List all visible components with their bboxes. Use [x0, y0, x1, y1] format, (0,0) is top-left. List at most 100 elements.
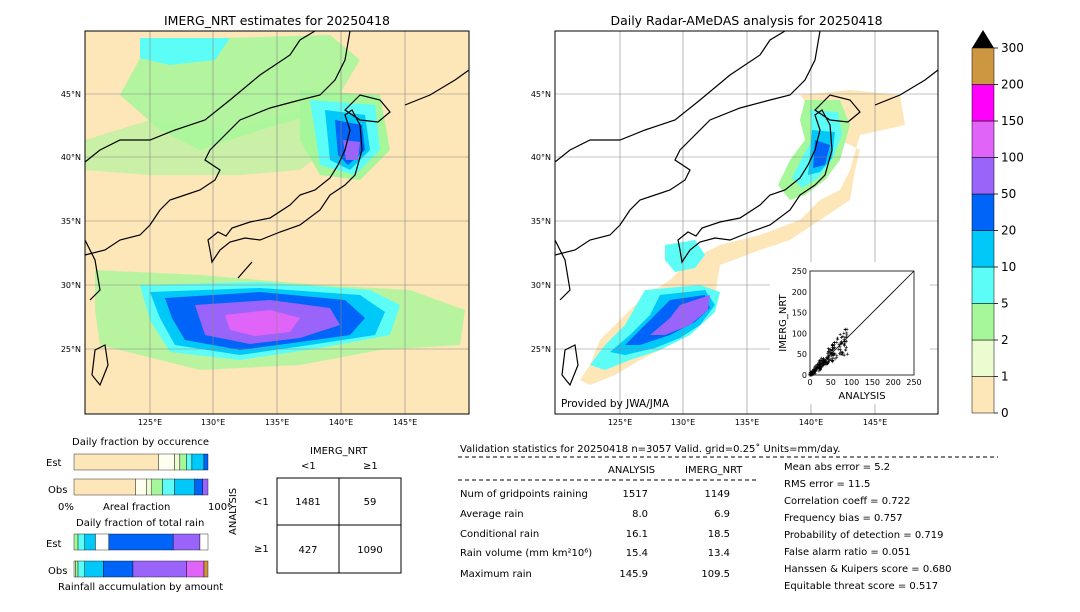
colorbar-tick-label: 100 [1001, 151, 1024, 165]
contingency-cell: 1481 [295, 497, 320, 508]
scatter-point [827, 354, 831, 358]
scatter-point [826, 359, 830, 363]
colorbar-tick-label: 1 [1001, 370, 1009, 384]
rain-obs-segment [186, 560, 205, 578]
scatter-point [808, 373, 812, 377]
stat-imerg: 18.5 [707, 529, 730, 540]
validation-col-analysis: ANALYSIS [608, 465, 656, 476]
scatter-point [844, 345, 848, 349]
contingency-cell: 1090 [357, 545, 382, 556]
scatter-point [824, 360, 828, 364]
rain-est-label: Est [46, 539, 62, 550]
scatter-point [844, 348, 848, 352]
left-lon-label: 130°E [201, 418, 225, 427]
stat-imerg: 109.5 [701, 569, 730, 580]
occurrence-est-segment [179, 453, 187, 471]
stat-analysis: 145.9 [619, 569, 648, 580]
colorbar-cell [971, 84, 995, 122]
contingency-row-label: <1 [254, 497, 269, 508]
stat-label: Conditional rain [460, 529, 540, 540]
score-line: Equitable threat score = 0.517 [784, 581, 939, 592]
scatter-point [821, 362, 825, 366]
stat-label: Average rain [460, 509, 524, 520]
occurrence-est-segment [191, 453, 205, 471]
scatter-point [818, 362, 822, 366]
scatter-x-tick: 200 [886, 378, 901, 387]
right-lon-labels: 125°E 130°E 135°E 140°E 145°E [608, 418, 887, 427]
occurrence-obs-segment [174, 478, 195, 496]
scatter-point [845, 327, 849, 331]
right-lat-label: 40°N [531, 153, 551, 162]
rain-obs-segment [103, 560, 134, 578]
occurrence-est-segment [203, 453, 209, 471]
validation-header: Validation statistics for 20250418 n=305… [460, 444, 841, 455]
left-lat-label: 45°N [61, 90, 81, 99]
colorbar-tick-label: 200 [1001, 78, 1024, 92]
occurrence-est-segment [174, 453, 181, 471]
stat-analysis: 8.0 [632, 509, 648, 520]
scatter-point [833, 357, 837, 361]
stat-analysis: 15.4 [625, 548, 648, 559]
occ-est-label: Est [46, 458, 62, 469]
scatter-point [829, 357, 833, 361]
scatter-point [814, 369, 818, 373]
scatter-y-tick: 100 [792, 329, 807, 338]
contingency-col-label: ≥1 [363, 461, 378, 472]
scatter-point [842, 331, 846, 335]
left-coastlines [84, 30, 470, 387]
scatter-point [836, 337, 840, 341]
stat-label: Maximum rain [460, 569, 532, 580]
fraction-charts: Est Obs 0% 100% Areal fraction Est Obs R… [46, 453, 230, 593]
rain-obs-segment [132, 560, 187, 578]
colorbar-tick-label: 20 [1001, 224, 1016, 238]
scatter-point [815, 364, 819, 368]
scatter-point [831, 351, 835, 355]
colorbar-cell [971, 376, 995, 414]
scatter-point [831, 358, 835, 362]
scatter-y-ticks: 0 50 100 150 200 250 [792, 267, 807, 380]
rain-est-segment [199, 533, 209, 551]
left-lon-label: 145°E [393, 418, 417, 427]
occ-xlabel: Areal fraction [103, 502, 170, 513]
right-lat-label: 25°N [531, 345, 551, 354]
colorbar-cells [971, 47, 995, 414]
scatter-point [842, 338, 846, 342]
occurrence-obs-segment [162, 478, 175, 496]
scatter-point [838, 345, 842, 349]
scatter-x-tick: 150 [865, 378, 880, 387]
contingency-cell: 59 [364, 497, 377, 508]
scatter-point [843, 341, 847, 345]
occurrence-bars [73, 453, 209, 496]
right-lat-label: 45°N [531, 90, 551, 99]
occurrence-obs-segment [73, 478, 136, 496]
colorbar-tick-label: 50 [1001, 187, 1016, 201]
scatter-point [837, 352, 841, 356]
score-line: False alarm ratio = 0.051 [784, 547, 911, 558]
occurrence-obs-segment [202, 478, 209, 496]
scatter-points [808, 327, 849, 377]
contingency-row-label: ≥1 [254, 544, 269, 555]
scatter-x-tick: 100 [844, 378, 859, 387]
occurrence-est-segment [186, 453, 193, 471]
occ-x-tick-0: 0% [58, 502, 74, 513]
scatter-point [819, 356, 823, 360]
score-line: Frequency bias = 0.757 [784, 513, 903, 524]
colorbar-cell [971, 339, 995, 377]
scatter-point [826, 357, 830, 361]
scatter-point [845, 352, 849, 356]
scatter-point [828, 347, 832, 351]
validation-col-rule [458, 479, 758, 481]
scatter-point [811, 371, 815, 375]
rain-est-segment [172, 533, 201, 551]
right-lon-label: 130°E [671, 418, 695, 427]
scatter-point [820, 359, 824, 363]
stat-label: Rain volume (mm km²10⁶) [460, 548, 593, 559]
occurrence-obs-segment [146, 478, 152, 496]
total-rain-bars [73, 533, 209, 578]
rain-est-segment [95, 533, 110, 551]
occurrence-obs-segment [194, 478, 203, 496]
stat-imerg: 6.9 [714, 509, 730, 520]
rain-est-segment [84, 533, 96, 551]
score-line: RMS error = 11.5 [784, 479, 871, 490]
right-lon-label: 125°E [608, 418, 632, 427]
